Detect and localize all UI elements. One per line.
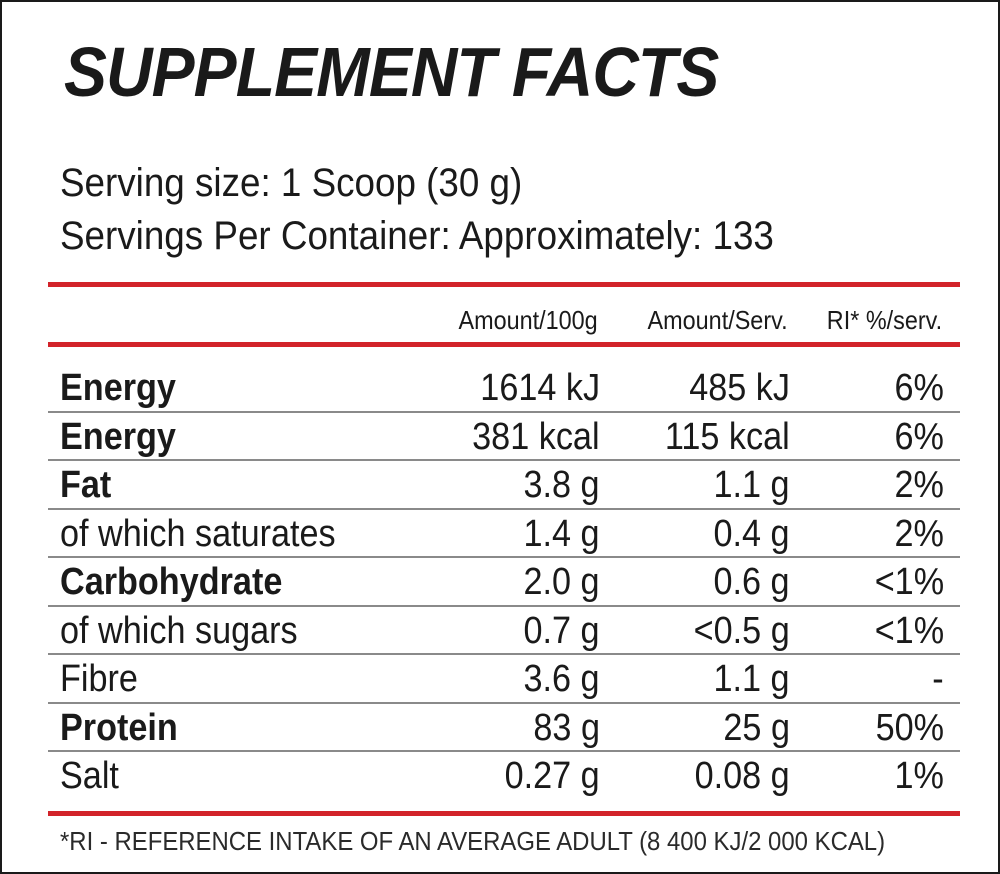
- nutrient-name: Fibre: [60, 658, 138, 700]
- header-amount-100g: Amount/100g: [458, 305, 598, 335]
- amount-per-100g: 2.0 g: [523, 561, 600, 603]
- nutrient-name: Protein: [60, 706, 178, 749]
- amount-per-serving: <0.5 g: [693, 609, 790, 652]
- ri-percent: 50%: [875, 706, 944, 749]
- row-divider: [48, 556, 960, 558]
- serving-info: Serving size: 1 Scoop (30 g) Servings Pe…: [60, 157, 774, 263]
- amount-per-100g: 381 kcal: [472, 415, 600, 458]
- nutrient-name: Salt: [60, 755, 119, 797]
- amount-per-100g: 0.7 g: [523, 609, 600, 652]
- amount-per-100g: 83 g: [533, 706, 600, 749]
- ri-percent: 2%: [894, 512, 944, 555]
- amount-per-100g: 3.8 g: [523, 464, 600, 506]
- row-divider: [48, 459, 960, 461]
- nutrient-name: Fat: [60, 464, 112, 506]
- servings-per-container: Servings Per Container: Approximately: 1…: [60, 214, 774, 258]
- row-divider: [48, 507, 960, 510]
- amount-per-serving: 1.1 g: [713, 464, 790, 506]
- ri-percent: -: [932, 658, 944, 700]
- amount-per-serving: 0.08 g: [694, 755, 790, 797]
- ri-percent: <1%: [874, 561, 944, 603]
- footnote: *RI - REFERENCE INTAKE OF AN AVERAGE ADU…: [60, 826, 886, 856]
- top-divider: [48, 282, 960, 287]
- serving-size: Serving size: 1 Scoop (30 g): [60, 161, 523, 205]
- nutrient-name: Energy: [60, 367, 176, 409]
- nutrient-name: Energy: [60, 415, 176, 458]
- table-row: Fat 3.8 g 1.1 g 2%: [48, 461, 960, 509]
- ri-percent: <1%: [874, 609, 944, 652]
- row-divider: [48, 410, 960, 413]
- table-row: of which sugars 0.7 g <0.5 g <1%: [48, 607, 960, 655]
- header-amount-serving: Amount/Serv.: [647, 305, 788, 335]
- table-row: of which saturates 1.4 g 0.4 g 2%: [48, 510, 960, 558]
- table-row: Fibre 3.6 g 1.1 g -: [48, 655, 960, 703]
- amount-per-serving: 0.4 g: [713, 512, 790, 555]
- header-ri-percent: RI* %/serv.: [826, 305, 942, 335]
- header-divider: [48, 342, 960, 347]
- nutrient-name: of which sugars: [60, 609, 298, 652]
- bottom-divider: [48, 811, 960, 816]
- amount-per-serving: 0.6 g: [713, 561, 790, 603]
- amount-per-100g: 0.27 g: [504, 755, 600, 797]
- row-divider: [48, 604, 960, 607]
- amount-per-serving: 115 kcal: [665, 415, 790, 458]
- nutrient-name: of which saturates: [60, 512, 336, 555]
- ri-percent: 6%: [894, 415, 944, 458]
- ri-percent: 2%: [894, 464, 944, 506]
- table-row: Energy 1614 kJ 485 kJ 6%: [48, 364, 960, 412]
- nutrient-name: Carbohydrate: [60, 561, 283, 603]
- table-row: Energy 381 kcal 115 kcal 6%: [48, 413, 960, 461]
- panel-title: SUPPLEMENT FACTS: [64, 33, 719, 111]
- table-row: Carbohydrate 2.0 g 0.6 g <1%: [48, 558, 960, 606]
- amount-per-100g: 1614 kJ: [480, 367, 600, 409]
- row-divider: [48, 750, 960, 752]
- ri-percent: 1%: [894, 755, 944, 797]
- amount-per-serving: 1.1 g: [713, 658, 790, 700]
- amount-per-serving: 25 g: [723, 706, 790, 749]
- table-row: Salt 0.27 g 0.08 g 1%: [48, 752, 960, 800]
- row-divider: [48, 653, 960, 655]
- amount-per-100g: 1.4 g: [523, 512, 600, 555]
- amount-per-serving: 485 kJ: [689, 367, 790, 409]
- row-divider: [48, 701, 960, 704]
- amount-per-100g: 3.6 g: [523, 658, 600, 700]
- table-row: Protein 83 g 25 g 50%: [48, 704, 960, 752]
- ri-percent: 6%: [894, 367, 944, 409]
